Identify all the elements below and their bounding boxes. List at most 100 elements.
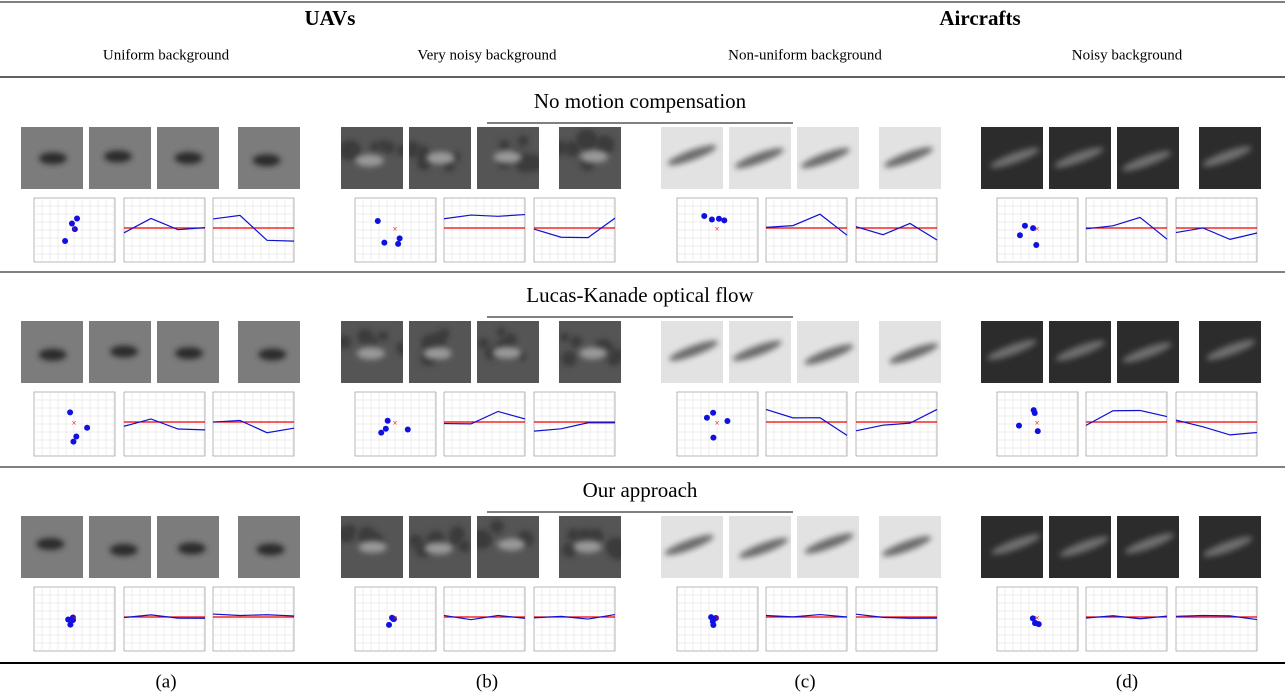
object [884, 147, 933, 168]
patch-content [661, 516, 723, 578]
image-patch [729, 321, 791, 383]
scatter-plot: × [33, 586, 116, 652]
object [804, 344, 854, 365]
point [67, 621, 74, 628]
line-plot [443, 586, 526, 652]
panel-label: (d) [1116, 671, 1138, 692]
object [38, 152, 67, 165]
object [103, 150, 132, 163]
object [110, 345, 139, 358]
patch-content [341, 127, 403, 189]
trace [212, 613, 295, 617]
object [1054, 147, 1104, 168]
point [1033, 241, 1040, 248]
image-patch [981, 516, 1043, 578]
line-plot [1175, 391, 1258, 457]
texture [369, 141, 380, 152]
texture [611, 348, 621, 362]
column-title: Very noisy background [417, 47, 557, 63]
patch-content [1117, 321, 1179, 383]
line-plot [1085, 197, 1168, 263]
trace [855, 613, 938, 619]
texture [504, 333, 517, 346]
marker: × [714, 224, 719, 234]
group-title: UAVs [305, 6, 356, 30]
object [109, 543, 138, 556]
line-plot [123, 197, 206, 263]
object [573, 540, 602, 553]
trace [765, 613, 848, 618]
point [710, 434, 717, 441]
trace [1085, 409, 1168, 426]
trace [443, 614, 526, 621]
texture [343, 531, 353, 541]
patch-content [1199, 127, 1261, 189]
patch-content [238, 127, 300, 189]
scatter-plot: × [996, 586, 1079, 652]
object [580, 150, 609, 163]
patch-content [409, 127, 471, 189]
object [1203, 536, 1253, 557]
marker: × [392, 613, 397, 623]
trace [123, 418, 206, 431]
group-title: Aircrafts [939, 6, 1020, 30]
patch-content [661, 321, 723, 383]
marker: × [714, 613, 719, 623]
scatter-plot: × [33, 391, 116, 457]
patch-content [1049, 516, 1111, 578]
line-plot [1085, 391, 1168, 457]
object [732, 340, 782, 361]
patch-content [661, 127, 723, 189]
image-patch [797, 127, 859, 189]
object [424, 542, 453, 555]
line-plot [1175, 586, 1258, 652]
scatter-plot: × [33, 197, 116, 263]
image-patch [1199, 127, 1261, 189]
patch-content [238, 321, 300, 383]
image-patch [238, 127, 300, 189]
object [739, 538, 789, 559]
patch-content [729, 321, 791, 383]
line-plot [855, 391, 938, 457]
texture [418, 145, 428, 156]
line-plot [443, 197, 526, 263]
point [715, 215, 722, 222]
patch-content [797, 516, 859, 578]
texture [357, 328, 374, 345]
image-patch [661, 127, 723, 189]
trace [1175, 419, 1258, 436]
line-plot [765, 391, 848, 457]
point [381, 239, 388, 246]
image-patch [409, 127, 471, 189]
patch-content [981, 127, 1043, 189]
image-patch [981, 127, 1043, 189]
patch-content [879, 516, 941, 578]
patch-content [341, 321, 403, 383]
patch-content [879, 321, 941, 383]
image-patch [981, 321, 1043, 383]
texture [564, 140, 581, 157]
trace [533, 613, 616, 620]
patch-content [1117, 516, 1179, 578]
marker: × [392, 418, 397, 428]
line-plot [765, 586, 848, 652]
point [1029, 615, 1036, 622]
image-patch [1199, 516, 1261, 578]
line-plot [1175, 197, 1258, 263]
object [492, 346, 521, 359]
patch-content [409, 321, 471, 383]
point [701, 213, 708, 220]
image-patch [1199, 321, 1261, 383]
object [579, 347, 608, 360]
object [1059, 536, 1109, 557]
image-patch [477, 321, 539, 383]
object [36, 538, 65, 551]
texture [496, 327, 506, 337]
object [497, 538, 526, 551]
point [395, 240, 402, 247]
object [174, 152, 203, 165]
point [1030, 225, 1037, 232]
trace [123, 217, 206, 234]
texture [525, 154, 539, 172]
patch-content [559, 321, 621, 383]
